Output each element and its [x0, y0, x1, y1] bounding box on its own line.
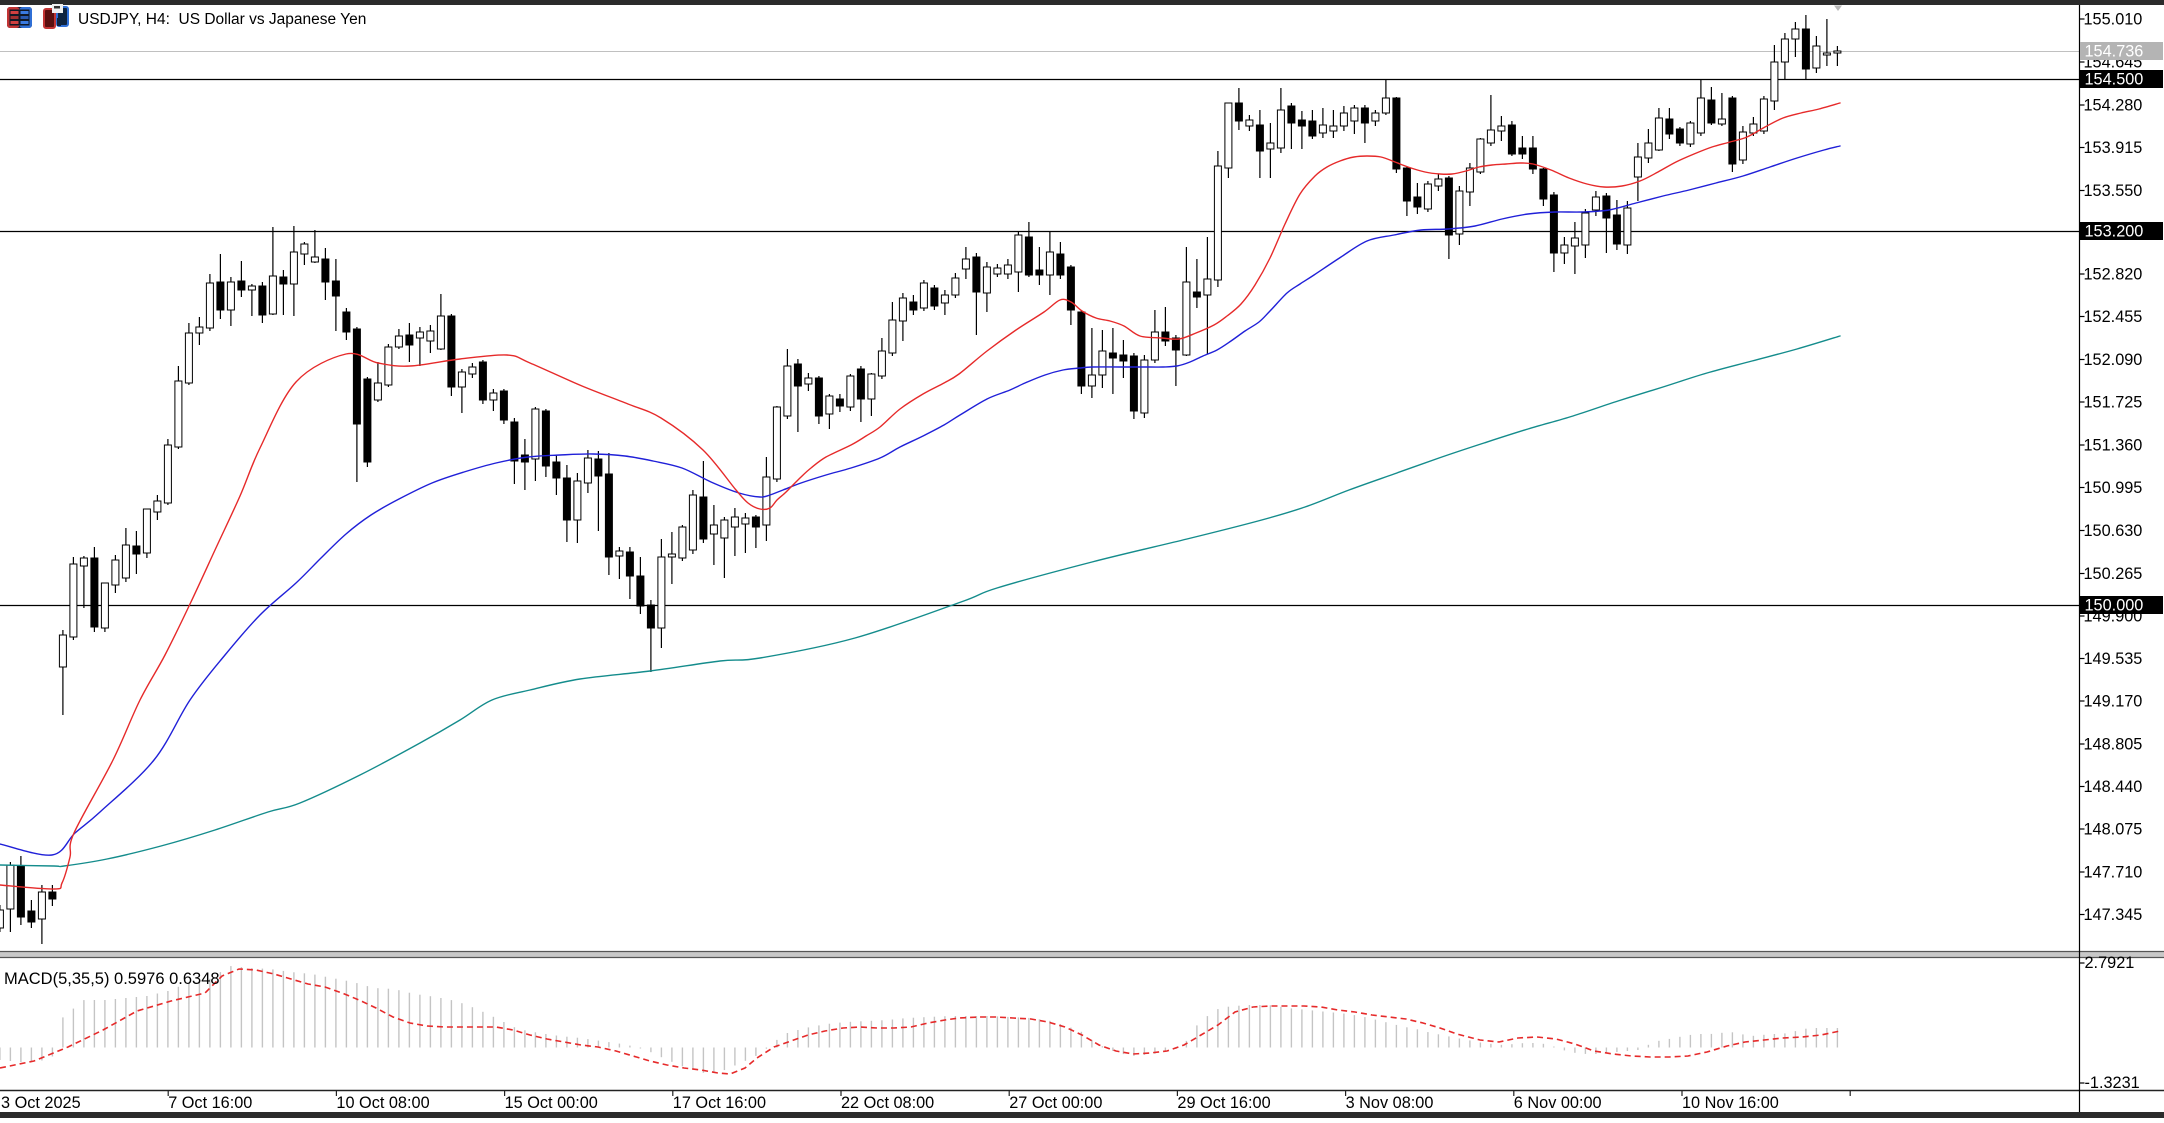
svg-text:10 Oct 08:00: 10 Oct 08:00 [336, 1094, 429, 1112]
svg-text:150.995: 150.995 [2084, 479, 2143, 497]
svg-text:149.170: 149.170 [2084, 693, 2143, 711]
svg-text:153.200: 153.200 [2085, 223, 2144, 241]
svg-text:148.805: 148.805 [2084, 736, 2143, 754]
svg-text:153.915: 153.915 [2084, 139, 2143, 157]
svg-text:7 Oct 16:00: 7 Oct 16:00 [168, 1094, 252, 1112]
svg-text:155.010: 155.010 [2084, 11, 2143, 29]
svg-text:150.000: 150.000 [2085, 597, 2144, 615]
svg-text:151.360: 151.360 [2084, 437, 2143, 455]
svg-text:147.710: 147.710 [2084, 864, 2143, 882]
svg-text:29 Oct 16:00: 29 Oct 16:00 [1177, 1094, 1270, 1112]
svg-text:154.736: 154.736 [2085, 43, 2144, 61]
svg-text:152.820: 152.820 [2084, 266, 2143, 284]
svg-text:22 Oct 08:00: 22 Oct 08:00 [841, 1094, 934, 1112]
svg-text:148.440: 148.440 [2084, 778, 2143, 796]
svg-text:147.345: 147.345 [2084, 906, 2143, 924]
svg-text:27 Oct 00:00: 27 Oct 00:00 [1009, 1094, 1102, 1112]
svg-text:152.090: 152.090 [2084, 351, 2143, 369]
svg-text:151.725: 151.725 [2084, 394, 2143, 412]
svg-text:6 Nov 00:00: 6 Nov 00:00 [1514, 1094, 1602, 1112]
svg-text:3 Oct 2025: 3 Oct 2025 [1, 1094, 81, 1112]
svg-text:150.265: 150.265 [2084, 565, 2143, 583]
svg-text:MACD(5,35,5) 0.5976 0.6348: MACD(5,35,5) 0.5976 0.6348 [4, 970, 220, 988]
svg-text:148.075: 148.075 [2084, 821, 2143, 839]
svg-text:154.500: 154.500 [2085, 71, 2144, 89]
svg-text:USDJPY, H4: US Dollar vs Japa: USDJPY, H4: US Dollar vs Japanese Yen [78, 11, 366, 28]
svg-text:153.550: 153.550 [2084, 182, 2143, 200]
svg-text:17 Oct 16:00: 17 Oct 16:00 [673, 1094, 766, 1112]
svg-text:152.455: 152.455 [2084, 308, 2143, 326]
svg-text:149.535: 149.535 [2084, 650, 2143, 668]
svg-text:3 Nov 08:00: 3 Nov 08:00 [1346, 1094, 1434, 1112]
svg-text:15 Oct 00:00: 15 Oct 00:00 [505, 1094, 598, 1112]
svg-text:2.7921: 2.7921 [2085, 954, 2135, 972]
svg-text:154.280: 154.280 [2084, 97, 2143, 115]
svg-text:-1.3231: -1.3231 [2085, 1074, 2140, 1092]
svg-text:10 Nov 16:00: 10 Nov 16:00 [1682, 1094, 1779, 1112]
svg-text:150.630: 150.630 [2084, 522, 2143, 540]
